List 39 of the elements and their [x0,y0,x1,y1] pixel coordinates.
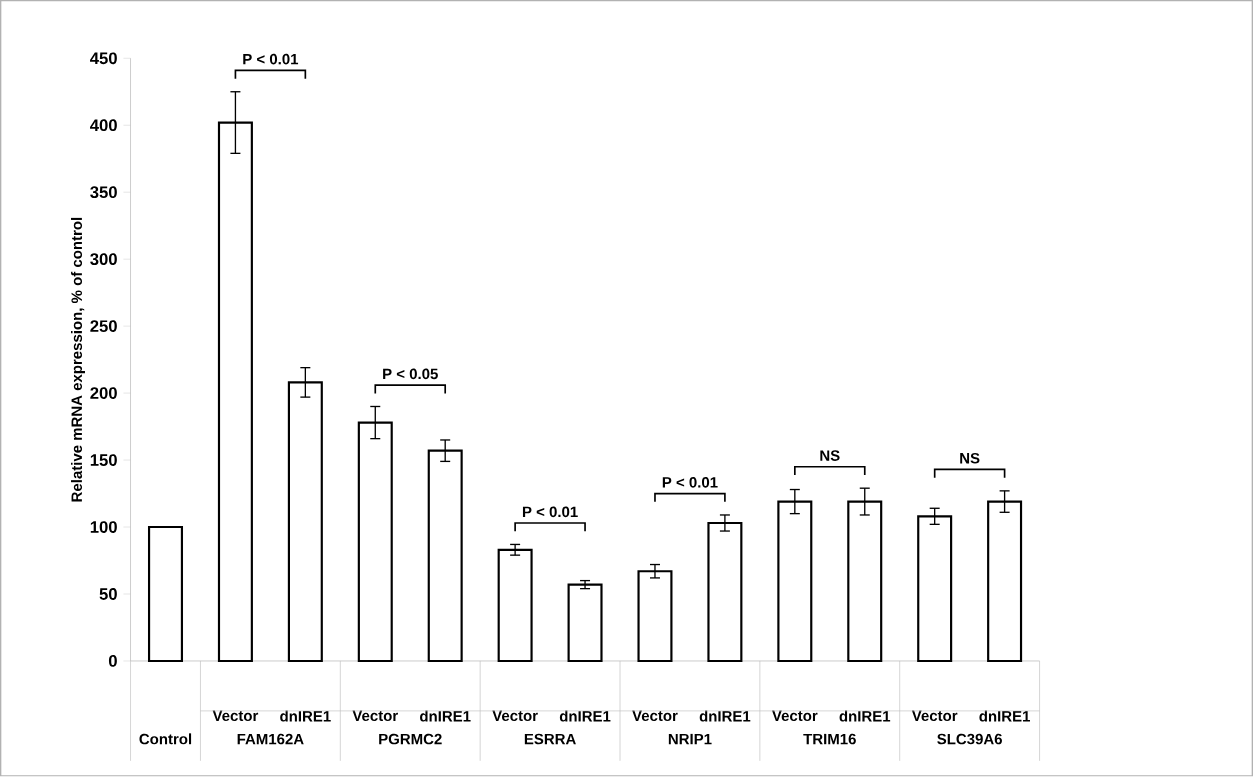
annotation: P < 0.05 [383,368,438,380]
text: FAM162A [237,733,304,745]
y-axis-title: Relative mRNA expression, % of control [71,218,85,502]
annotation: NS [820,450,840,462]
x-tick-label: Vector [352,710,398,722]
x-tick-label: dnIRE1 [699,710,751,722]
bar [497,548,533,663]
y-tick-label: 200 [90,387,117,400]
text: NRIP1 [668,734,712,745]
y-tick-label: 100 [90,521,117,534]
y-tick-label: 250 [90,320,117,333]
x-tick-label: Vector [212,710,259,722]
bar [147,526,184,663]
y-tick-label: 0 [108,655,117,668]
y-tick-label: 150 [90,454,117,467]
y-tick-label: 400 [90,119,117,132]
text: SLC39A6 [937,733,1002,745]
x-tick-label: dnIRE1 [979,710,1030,722]
x-tick-label: dnIRE1 [559,710,611,722]
annotation: P < 0.01 [522,506,578,518]
y-tick-label: 300 [90,253,117,266]
x-tick-label: dnIRE1 [839,710,891,722]
annotation: P < 0.01 [662,477,718,488]
bar [567,583,603,663]
x-tick-label: Vector [492,710,538,722]
x-tick-label: Vector [772,710,818,722]
x-tick-label: dnIRE1 [420,710,471,722]
text: TRIM16 [803,733,856,745]
y-tick-label: 350 [90,186,117,199]
x-tick-label: Vector [632,710,678,722]
text: PGRMC2 [379,733,442,745]
x-tick-label: Vector [911,710,958,722]
text: Control [139,733,192,745]
x-tick-label: dnIRE1 [280,710,331,722]
y-tick-label: 50 [99,588,117,601]
annotation: P < 0.01 [243,54,299,65]
annotation: NS [960,453,980,464]
y-tick-label: 450 [90,52,117,65]
text: ESRRA [524,733,576,745]
